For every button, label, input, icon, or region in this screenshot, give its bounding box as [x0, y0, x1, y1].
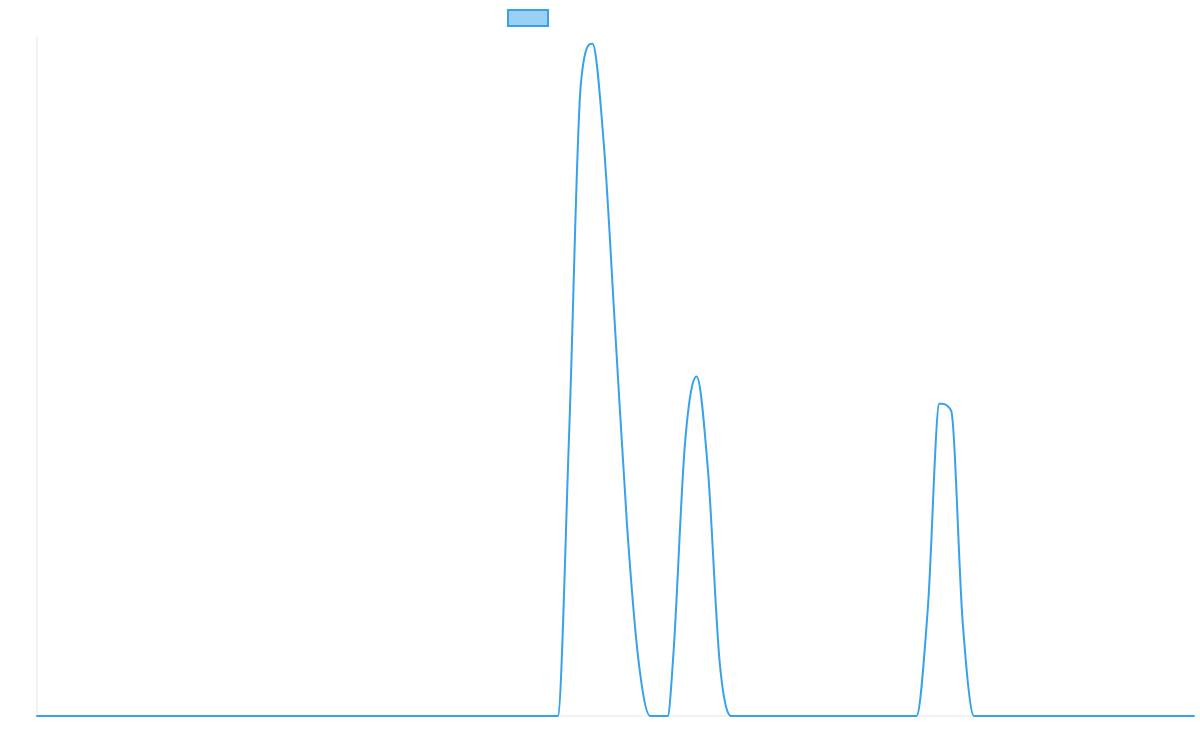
data-point[interactable]: [728, 713, 734, 719]
data-point[interactable]: [624, 523, 630, 529]
data-point[interactable]: [960, 618, 966, 624]
data-point[interactable]: [636, 659, 642, 665]
data-point[interactable]: [601, 143, 607, 149]
data-point[interactable]: [751, 713, 757, 719]
data-point[interactable]: [763, 713, 769, 719]
data-point[interactable]: [665, 713, 671, 719]
data-point[interactable]: [670, 652, 676, 658]
data-point[interactable]: [589, 41, 595, 47]
data-point[interactable]: [1191, 713, 1197, 719]
data-point[interactable]: [34, 713, 40, 719]
data-point[interactable]: [948, 407, 954, 413]
data-point[interactable]: [740, 713, 746, 719]
data-point[interactable]: [682, 441, 688, 447]
data-point[interactable]: [971, 713, 977, 719]
data-point[interactable]: [647, 713, 653, 719]
data-point[interactable]: [705, 469, 711, 475]
legend-swatch[interactable]: [507, 9, 549, 27]
data-point[interactable]: [936, 401, 942, 407]
series-line: [36, 42, 1195, 718]
data-point[interactable]: [913, 713, 919, 719]
data-point[interactable]: [925, 604, 931, 610]
data-point[interactable]: [774, 713, 780, 719]
data-points: [34, 41, 1197, 719]
data-point[interactable]: [613, 333, 619, 339]
data-point[interactable]: [693, 374, 699, 380]
data-point[interactable]: [555, 713, 561, 719]
data-point[interactable]: [566, 428, 572, 434]
legend: [507, 9, 549, 27]
data-point[interactable]: [578, 82, 584, 88]
data-point[interactable]: [717, 659, 723, 665]
data-point[interactable]: [983, 713, 989, 719]
data-point[interactable]: [659, 713, 665, 719]
